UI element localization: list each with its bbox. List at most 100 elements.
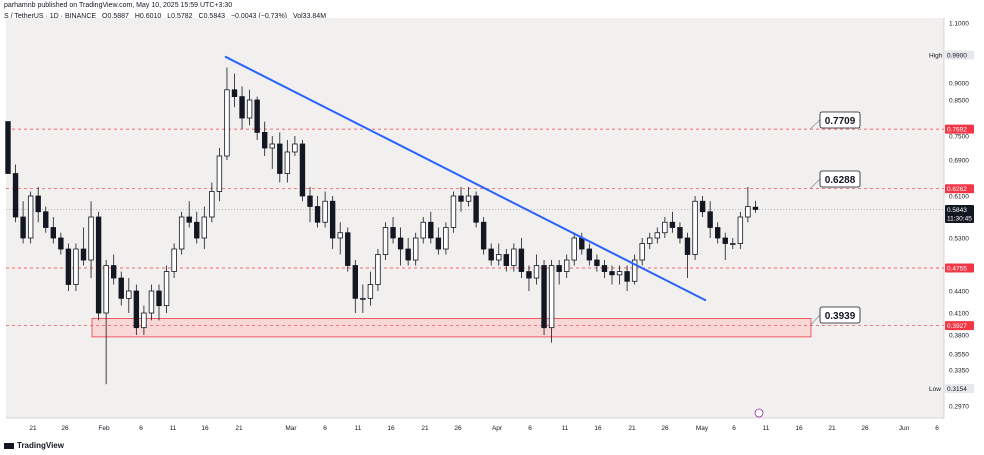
volume-value: Vol33.84M [292, 13, 327, 20]
candle-body [752, 206, 759, 210]
y-tick-label: 0.4400 [949, 289, 969, 296]
candle-body [662, 221, 668, 234]
candle-body [548, 265, 555, 329]
x-tick-label: 6 [139, 425, 143, 432]
price-tag [945, 263, 974, 273]
x-tick-label: 11 [170, 425, 177, 432]
candle-body [601, 265, 608, 272]
candle-body [5, 121, 11, 174]
candle-body [511, 248, 517, 266]
y-tick-label: 1.1000 [949, 21, 969, 28]
x-tick-label: 16 [201, 425, 209, 432]
y-tick-label: 0.9000 [949, 81, 969, 88]
trendline [224, 55, 707, 302]
candle-body [624, 271, 630, 282]
candle-body [314, 206, 321, 223]
high-value: H0.6010 [134, 13, 162, 20]
candle-body [465, 195, 472, 202]
candle-body [488, 248, 494, 261]
candle-body [390, 227, 396, 239]
candle-body [231, 89, 238, 98]
x-tick-label: 6 [528, 425, 532, 432]
candle-body [609, 271, 615, 276]
x-tick-label: 21 [29, 425, 37, 432]
candle-body [654, 232, 660, 239]
candle-body [443, 227, 449, 250]
x-tick-label: 21 [628, 425, 636, 432]
callout-box [819, 170, 861, 188]
candle-body [435, 237, 442, 250]
candle-body [631, 259, 638, 282]
x-tick-label: 26 [661, 425, 669, 432]
price-tag [945, 124, 974, 134]
candle-body [345, 232, 351, 266]
y-tick-label: 0.4100 [949, 311, 969, 318]
callout-label: 0.3939 [825, 311, 856, 322]
candle-body [35, 195, 41, 213]
candle-body [95, 216, 102, 314]
price-tag [945, 321, 974, 331]
candle-body [684, 237, 691, 255]
event-icon [754, 408, 764, 418]
x-tick-label: Jun [899, 425, 910, 432]
publisher-line: parhamnb published on TradingView.com, M… [4, 2, 233, 9]
price-tag-value: 0.7692 [947, 127, 967, 134]
candle-body [397, 237, 404, 250]
candle-body [669, 221, 676, 228]
candle-body [337, 232, 343, 239]
candle-body [715, 227, 721, 239]
x-tick-label: 6 [935, 425, 939, 432]
candle-body [616, 271, 623, 276]
price-tag-value: 0.6262 [947, 186, 967, 193]
tradingview-logo: TradingView [4, 441, 64, 450]
candle-body [171, 248, 177, 272]
x-tick-label: May [696, 425, 709, 432]
ohlc-line: S / TetherUS · 1D · BINANCE O0.5887 H0.6… [4, 13, 330, 20]
x-tick-label: 21 [235, 425, 243, 432]
candle-body [518, 248, 525, 272]
price-tag-caption: High [929, 53, 943, 60]
candle-body [246, 99, 253, 119]
y-tick-label: 0.3550 [949, 352, 969, 359]
candle-body [541, 265, 547, 329]
y-tick-label: 0.6900 [949, 158, 969, 165]
low-value: L0.5782 [167, 13, 193, 20]
support-zone [91, 318, 812, 338]
x-tick-label: 16 [594, 425, 602, 432]
candle-body [148, 290, 155, 314]
price-tag-countdown: 11:30:45 [947, 215, 972, 222]
candle-body [43, 211, 49, 228]
candle-body [579, 237, 585, 250]
candle-body [58, 237, 64, 250]
price-tag [945, 204, 974, 223]
candle-body [639, 243, 645, 261]
candle-body [80, 248, 87, 261]
candle-body [360, 297, 366, 300]
x-tick-label: 16 [387, 425, 395, 432]
callout-box [819, 306, 861, 324]
candle-body [571, 237, 577, 261]
price-tag-value: 0.9900 [947, 53, 967, 60]
candle-body [239, 96, 245, 119]
candle-body [647, 237, 653, 244]
candle-body [480, 221, 487, 250]
candle-body [88, 216, 94, 261]
candle-body [420, 221, 426, 239]
candle-body [103, 265, 109, 314]
callout-label: 0.6288 [825, 175, 856, 186]
candle-body [692, 200, 698, 255]
candle-body [722, 237, 728, 244]
candle-body [50, 227, 56, 239]
x-tick-label: 21 [828, 425, 836, 432]
candle-body [382, 227, 389, 255]
candle-body [745, 206, 751, 218]
y-tick-label: 0.8500 [949, 98, 969, 105]
candle-body [556, 265, 562, 272]
candle-body [141, 312, 147, 329]
candle-body [699, 200, 706, 213]
y-tick-label: 0.2970 [949, 404, 969, 411]
y-tick-label: 0.3350 [949, 368, 969, 375]
candle-body [277, 143, 283, 174]
candle-body [299, 143, 306, 197]
